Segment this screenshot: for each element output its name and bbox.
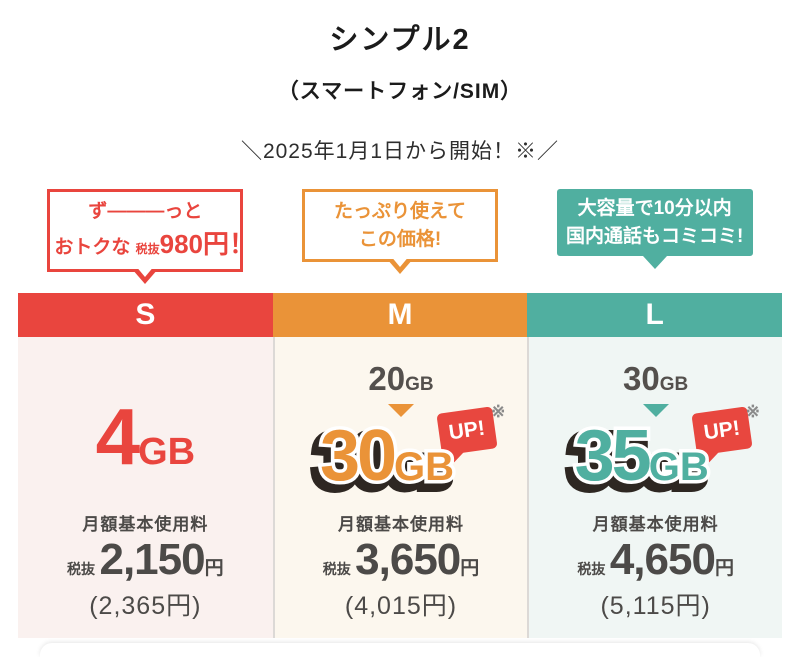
- plan-m-callout-cell: たっぷり使えて この価格!: [273, 189, 528, 272]
- plan-m-after-data: ※ UP! 30GB 30GB 30GB: [275, 402, 528, 518]
- plan-l-callout-cell: 大容量で10分以内 国内通話もコミコミ!: [527, 189, 782, 272]
- pop-mid-layer: 35GB: [571, 416, 712, 496]
- price-main: 税抜 3,650円: [275, 538, 528, 582]
- pop-back-layer: 30GB: [309, 420, 455, 504]
- page-title: シンプル2: [329, 24, 471, 56]
- price-amount: 2,150: [99, 535, 205, 584]
- price-tax-label: 税抜: [577, 561, 606, 577]
- plan-column-l: L 30GB ※ UP! 35GB 35GB 35GB 月額基本使用料 税抜 4…: [527, 293, 782, 638]
- price-amount: 3,650: [355, 535, 461, 584]
- callout-line1: たっぷり使えて: [333, 201, 467, 222]
- callout-line2: おトクな 税抜980円！: [54, 226, 255, 264]
- page-header: シンプル2 （スマートフォン/SIM） ＼2025年1月1日から開始！※／: [0, 16, 800, 165]
- plan-l-header: L: [527, 293, 782, 337]
- plan-l-after-data: ※ UP! 35GB 35GB 35GB: [529, 402, 782, 518]
- price-label: 月額基本使用料: [82, 515, 209, 534]
- price-tax-included: (2,365円): [89, 592, 202, 620]
- plan-s-header: S: [18, 293, 273, 337]
- price-main: 税抜 4,650円: [529, 538, 782, 582]
- price-tax-included: (4,015円): [344, 592, 458, 620]
- plan-l-label: L: [645, 298, 664, 331]
- plan-s-callout-bubble: ず―――っと おトクな 税抜980円！: [47, 189, 255, 273]
- price-tax-included: (5,115円): [600, 592, 711, 620]
- callout-row: ず―――っと おトクな 税抜980円！ たっぷり使えて この価格! 大容量で10…: [18, 189, 782, 273]
- before-unit: GB: [659, 374, 689, 395]
- plan-s-callout-cell: ず―――っと おトクな 税抜980円！: [18, 189, 273, 273]
- callout-prefix: おトクな: [54, 236, 131, 258]
- callout-price: 980円！: [159, 228, 256, 259]
- plan-s-label: S: [135, 298, 156, 331]
- price-unit: 円: [204, 558, 224, 579]
- before-unit: GB: [405, 374, 434, 395]
- data-unit: GB: [138, 431, 196, 473]
- note-asterisk: ※: [745, 402, 760, 421]
- plan-l-body: 30GB ※ UP! 35GB 35GB 35GB 月額基本使用料 税抜 4,6…: [527, 337, 782, 638]
- price-tax-label: 税抜: [322, 561, 351, 577]
- before-amount: 30: [623, 360, 660, 397]
- pop-front-layer: 30GB: [319, 416, 455, 496]
- plan-s-body: 4GB 月額基本使用料 税抜 2,150円 (2,365円): [18, 337, 273, 638]
- callout-tax-label: 税抜: [135, 241, 160, 256]
- plan-l-before-data: 30GB: [623, 362, 688, 395]
- data-amount: 4: [95, 392, 140, 481]
- campaign-banner: ＼2025年1月1日から開始！※／: [240, 140, 560, 163]
- plan-m-price: 月額基本使用料 税抜 3,650円 (4,015円): [275, 510, 528, 622]
- callout-line2: この価格!: [358, 228, 442, 250]
- plan-comparison-table: S 4GB 月額基本使用料 税抜 2,150円 (2,365円) M 20GB …: [18, 293, 782, 638]
- callout-line1: 大容量で10分以内: [577, 198, 732, 219]
- price-main: 税抜 2,150円: [18, 538, 273, 582]
- before-amount: 20: [368, 360, 406, 397]
- price-unit: 円: [714, 558, 734, 579]
- pop-back-layer: 35GB: [564, 420, 710, 504]
- plan-m-before-data: 20GB: [368, 362, 433, 395]
- plan-s-price: 月額基本使用料 税抜 2,150円 (2,365円): [18, 510, 273, 622]
- price-unit: 円: [460, 558, 480, 579]
- callout-line1: ず―――っと: [88, 201, 203, 222]
- down-arrow-icon: [387, 404, 414, 417]
- plan-m-label: M: [387, 298, 413, 331]
- callout-line2: 国内通話もコミコミ!: [565, 225, 744, 247]
- price-amount: 4,650: [609, 535, 716, 584]
- price-label: 月額基本使用料: [592, 515, 719, 534]
- note-asterisk: ※: [491, 402, 506, 421]
- after-amount-pop: 30GB 30GB 30GB: [309, 416, 458, 505]
- page-subtitle: （スマートフォン/SIM）: [277, 80, 523, 103]
- plan-m-header: M: [272, 293, 528, 337]
- price-label: 月額基本使用料: [337, 515, 464, 534]
- plan-column-s: S 4GB 月額基本使用料 税抜 2,150円 (2,365円): [18, 293, 273, 638]
- pop-mid-layer: 30GB: [316, 416, 457, 496]
- down-arrow-icon: [642, 404, 669, 417]
- plan-l-price: 月額基本使用料 税抜 4,650円 (5,115円): [529, 510, 782, 622]
- plan-m-body: 20GB ※ UP! 30GB 30GB 30GB 月額基本使用料 税抜 3,6…: [272, 337, 528, 638]
- price-tax-label: 税抜: [67, 561, 96, 577]
- after-amount-pop: 35GB 35GB 35GB: [564, 416, 713, 505]
- pop-front-layer: 35GB: [574, 416, 709, 496]
- plan-column-m: M 20GB ※ UP! 30GB 30GB 30GB 月額基本使用料 税抜 3…: [272, 293, 528, 638]
- plan-l-callout-bubble: 大容量で10分以内 国内通話もコミコミ!: [556, 189, 753, 257]
- plan-s-data-amount: 4GB: [96, 397, 196, 477]
- plan-m-callout-bubble: たっぷり使えて この価格!: [301, 189, 498, 263]
- next-section-card: [40, 643, 760, 657]
